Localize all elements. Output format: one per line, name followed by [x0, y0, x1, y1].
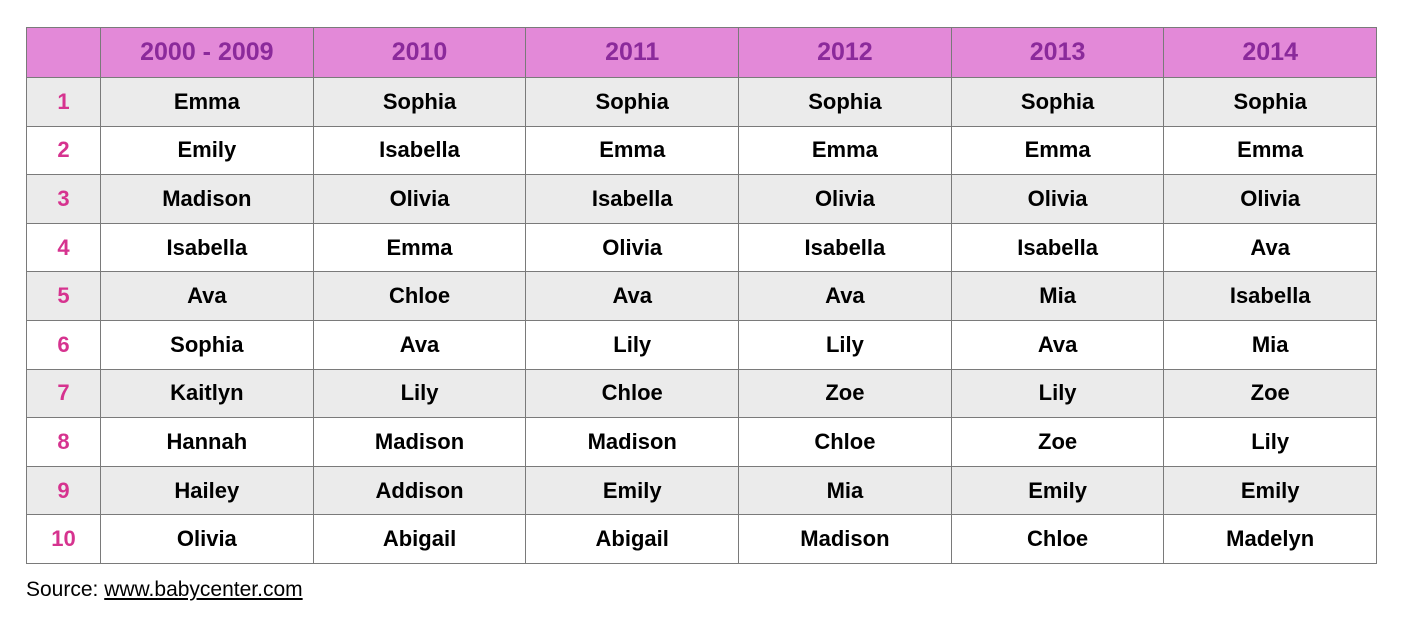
name-cell: Olivia — [525, 222, 740, 273]
name-cell: Emma — [100, 77, 314, 127]
name-cell: Ava — [312, 319, 527, 370]
name-cell: Hannah — [100, 417, 314, 467]
name-cell: Olivia — [738, 174, 952, 224]
table-row: 1 Emma Sophia Sophia Sophia Sophia Sophi… — [26, 77, 1377, 127]
rank-cell: 4 — [26, 222, 101, 273]
header-year-cell: 2012 — [738, 27, 952, 78]
name-cell: Mia — [950, 271, 1165, 321]
name-cell: Olivia — [100, 514, 314, 564]
name-cell: Olivia — [312, 174, 527, 224]
header-rank-cell — [26, 27, 101, 78]
name-cell: Abigail — [312, 514, 527, 564]
name-cell: Ava — [738, 271, 952, 321]
header-year-cell: 2014 — [1163, 27, 1377, 78]
table-row: 10 Olivia Abigail Abigail Madison Chloe … — [26, 514, 1377, 564]
name-cell: Mia — [1163, 319, 1377, 370]
name-cell: Chloe — [738, 417, 952, 467]
rank-cell: 6 — [26, 319, 101, 370]
table-row: 8 Hannah Madison Madison Chloe Zoe Lily — [26, 417, 1377, 467]
name-cell: Isabella — [312, 125, 527, 176]
name-cell: Emily — [525, 465, 740, 516]
name-cell: Emma — [1163, 125, 1377, 176]
name-cell: Lily — [950, 368, 1165, 419]
name-cell: Emma — [525, 125, 740, 176]
name-cell: Lily — [738, 319, 952, 370]
name-cell: Emma — [312, 222, 527, 273]
name-cell: Hailey — [100, 465, 314, 516]
name-cell: Olivia — [1163, 174, 1377, 224]
rank-cell: 1 — [26, 77, 101, 127]
name-cell: Madelyn — [1163, 514, 1377, 564]
source-caption: Source: www.babycenter.com — [26, 578, 303, 602]
name-cell: Ava — [100, 271, 314, 321]
source-label: Source: — [26, 578, 105, 601]
rank-cell: 3 — [26, 174, 101, 224]
name-cell: Madison — [525, 417, 740, 467]
rank-cell: 5 — [26, 271, 101, 321]
table-row: 4 Isabella Emma Olivia Isabella Isabella… — [26, 222, 1377, 273]
name-cell: Kaitlyn — [100, 368, 314, 419]
rank-cell: 8 — [26, 417, 101, 467]
name-cell: Madison — [738, 514, 952, 564]
name-cell: Chloe — [525, 368, 740, 419]
name-cell: Isabella — [100, 222, 314, 273]
name-cell: Emma — [738, 125, 952, 176]
rank-cell: 10 — [26, 514, 101, 564]
name-cell: Isabella — [1163, 271, 1377, 321]
header-year-cell: 2000 - 2009 — [100, 27, 314, 78]
name-cell: Chloe — [312, 271, 527, 321]
rank-cell: 9 — [26, 465, 101, 516]
name-cell: Emily — [1163, 465, 1377, 516]
name-cell: Lily — [1163, 417, 1377, 467]
name-cell: Sophia — [738, 77, 952, 127]
header-year-cell: 2013 — [950, 27, 1165, 78]
name-cell: Sophia — [1163, 77, 1377, 127]
name-cell: Lily — [525, 319, 740, 370]
source-link[interactable]: www.babycenter.com — [104, 578, 303, 601]
name-cell: Emma — [950, 125, 1165, 176]
rank-cell: 2 — [26, 125, 101, 176]
name-cell: Sophia — [525, 77, 740, 127]
name-cell: Sophia — [100, 319, 314, 370]
name-cell: Isabella — [738, 222, 952, 273]
name-cell: Sophia — [312, 77, 527, 127]
name-cell: Olivia — [950, 174, 1165, 224]
header-row: 2000 - 2009 2010 2011 2012 2013 2014 — [26, 27, 1377, 78]
rank-cell: 7 — [26, 368, 101, 419]
name-cell: Ava — [525, 271, 740, 321]
name-cell: Sophia — [950, 77, 1165, 127]
name-cell: Madison — [312, 417, 527, 467]
name-cell: Isabella — [950, 222, 1165, 273]
baby-names-table: 2000 - 2009 2010 2011 2012 2013 2014 1 E… — [26, 27, 1377, 564]
name-cell: Lily — [312, 368, 527, 419]
table-row: 2 Emily Isabella Emma Emma Emma Emma — [26, 125, 1377, 176]
name-cell: Emily — [950, 465, 1165, 516]
name-cell: Abigail — [525, 514, 740, 564]
name-cell: Zoe — [1163, 368, 1377, 419]
name-cell: Chloe — [950, 514, 1165, 564]
header-year-cell: 2010 — [312, 27, 527, 78]
table-row: 6 Sophia Ava Lily Lily Ava Mia — [26, 319, 1377, 370]
name-cell: Addison — [312, 465, 527, 516]
name-cell: Emily — [100, 125, 314, 176]
name-cell: Mia — [738, 465, 952, 516]
name-cell: Ava — [950, 319, 1165, 370]
header-year-cell: 2011 — [525, 27, 740, 78]
name-cell: Zoe — [738, 368, 952, 419]
name-cell: Isabella — [525, 174, 740, 224]
table-row: 7 Kaitlyn Lily Chloe Zoe Lily Zoe — [26, 368, 1377, 419]
table-row: 5 Ava Chloe Ava Ava Mia Isabella — [26, 271, 1377, 321]
table-row: 9 Hailey Addison Emily Mia Emily Emily — [26, 465, 1377, 516]
table-row: 3 Madison Olivia Isabella Olivia Olivia … — [26, 174, 1377, 224]
name-cell: Zoe — [950, 417, 1165, 467]
name-cell: Madison — [100, 174, 314, 224]
name-cell: Ava — [1163, 222, 1377, 273]
